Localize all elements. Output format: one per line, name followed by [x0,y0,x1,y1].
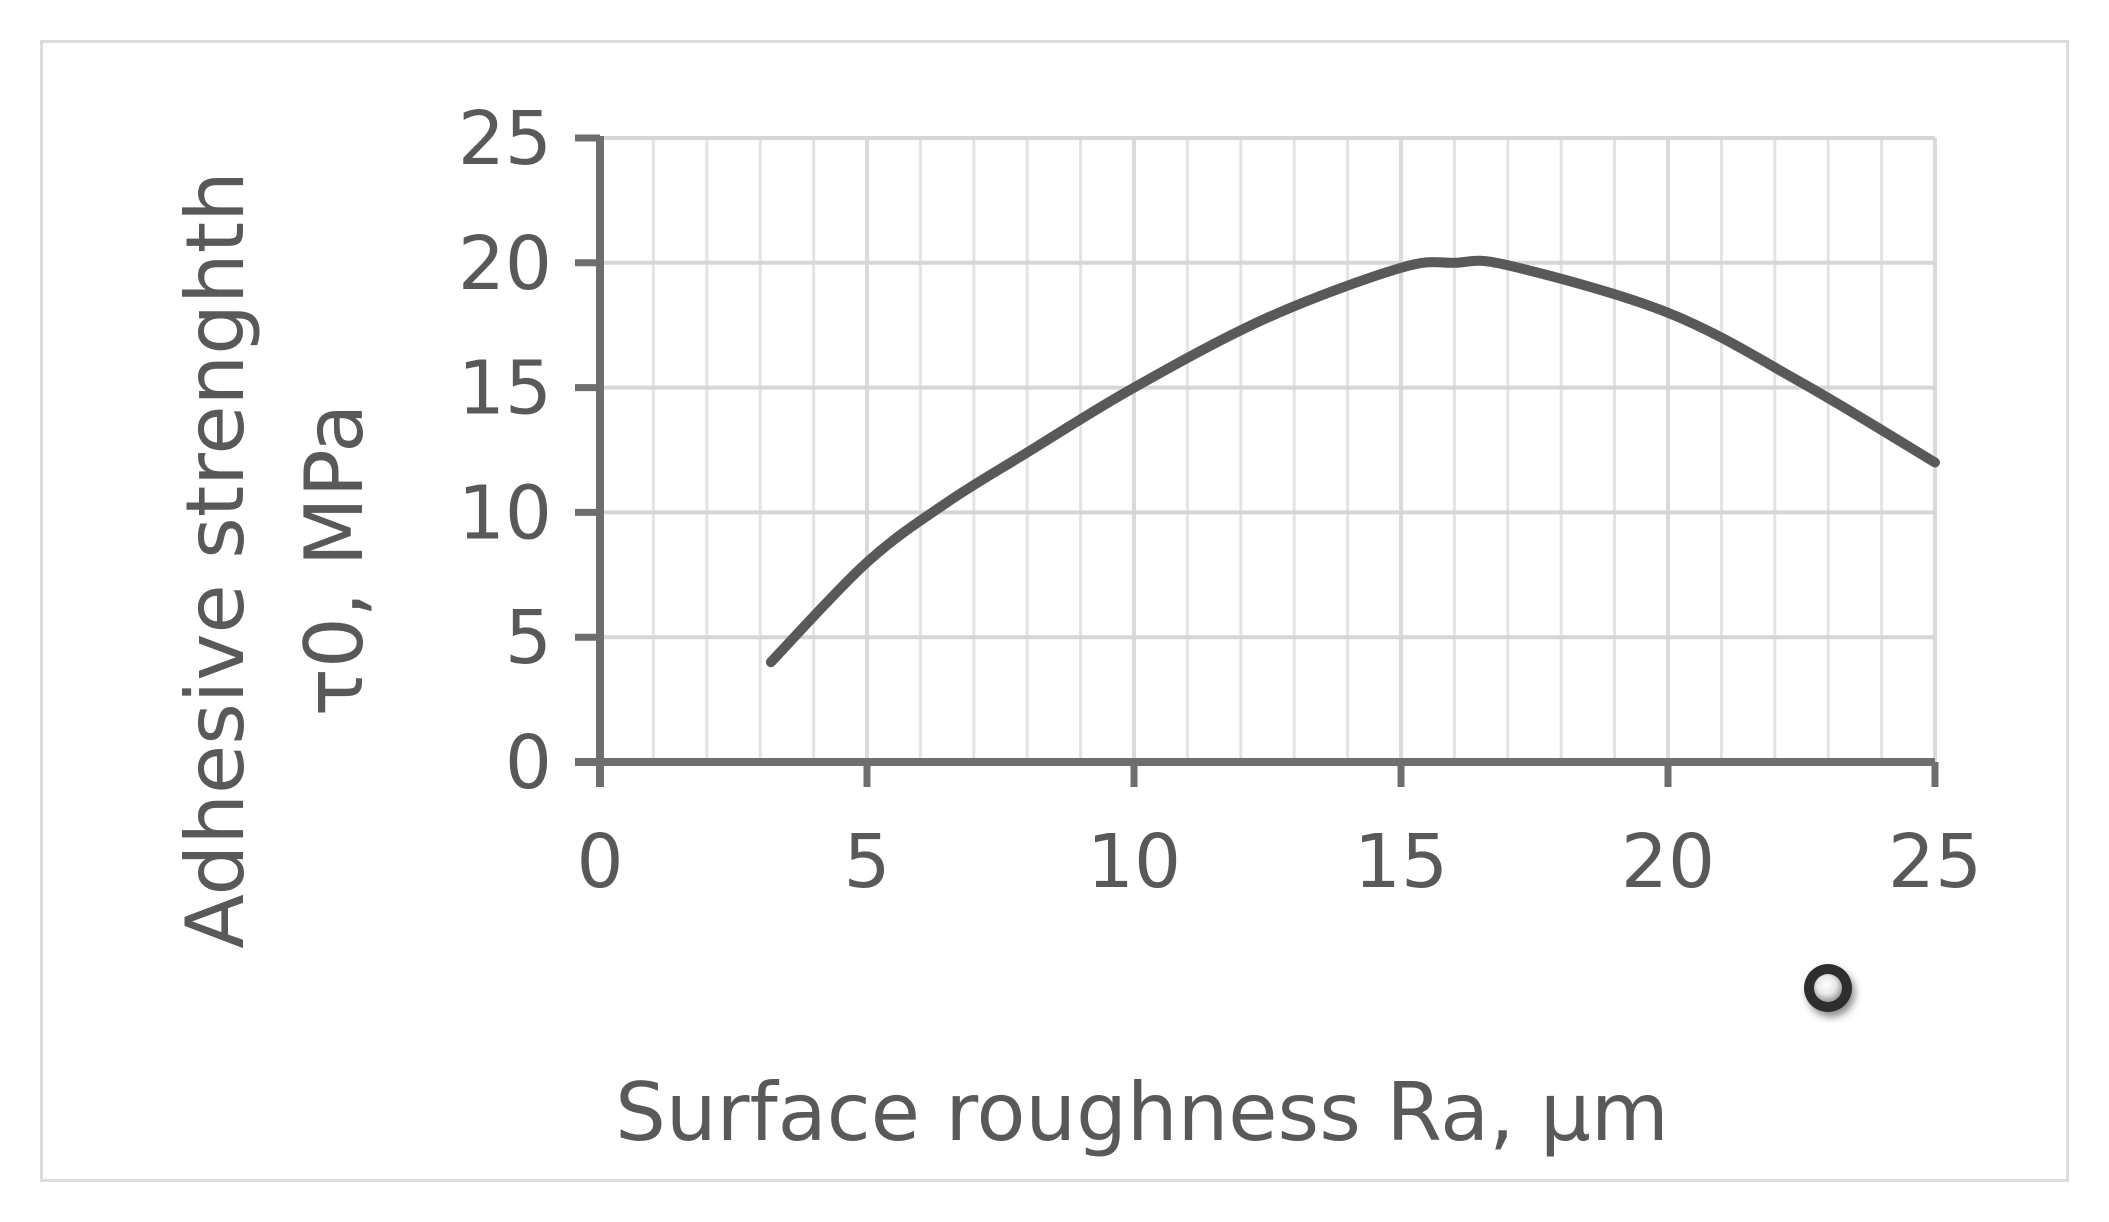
y-tick-label: 10 [458,470,552,556]
x-tick-label: 0 [576,819,623,905]
series-line [765,255,1940,668]
y-axis-title-line1: Adhesive strenghth [169,171,262,949]
x-tick-label: 5 [843,819,890,905]
gridlines [600,136,1937,762]
series-layer [765,255,1940,668]
x-tick-label: 10 [1087,819,1181,905]
y-tick-label: 25 [458,96,552,182]
axes [575,134,1939,787]
y-axis-title: Adhesive strenghth τ0, MPa [169,171,381,949]
x-tick-label: 20 [1621,819,1715,905]
y-tick-label: 15 [458,346,552,432]
x-tick-label: 15 [1354,819,1448,905]
chart-frame [40,40,2069,1182]
x-tick-label: 25 [1888,819,1982,905]
x-axis-title: Surface roughness Ra, μm [615,1066,1669,1159]
y-axis-title-line2: τ0, MPa [288,404,381,717]
round-marker-icon [1804,964,1852,1012]
y-tick-label: 5 [505,595,552,681]
y-tick-label: 20 [458,221,552,307]
tick-labels: 0 5 10 15 20 25 0 5 10 15 20 25 [458,96,1982,905]
y-tick-label: 0 [505,720,552,806]
